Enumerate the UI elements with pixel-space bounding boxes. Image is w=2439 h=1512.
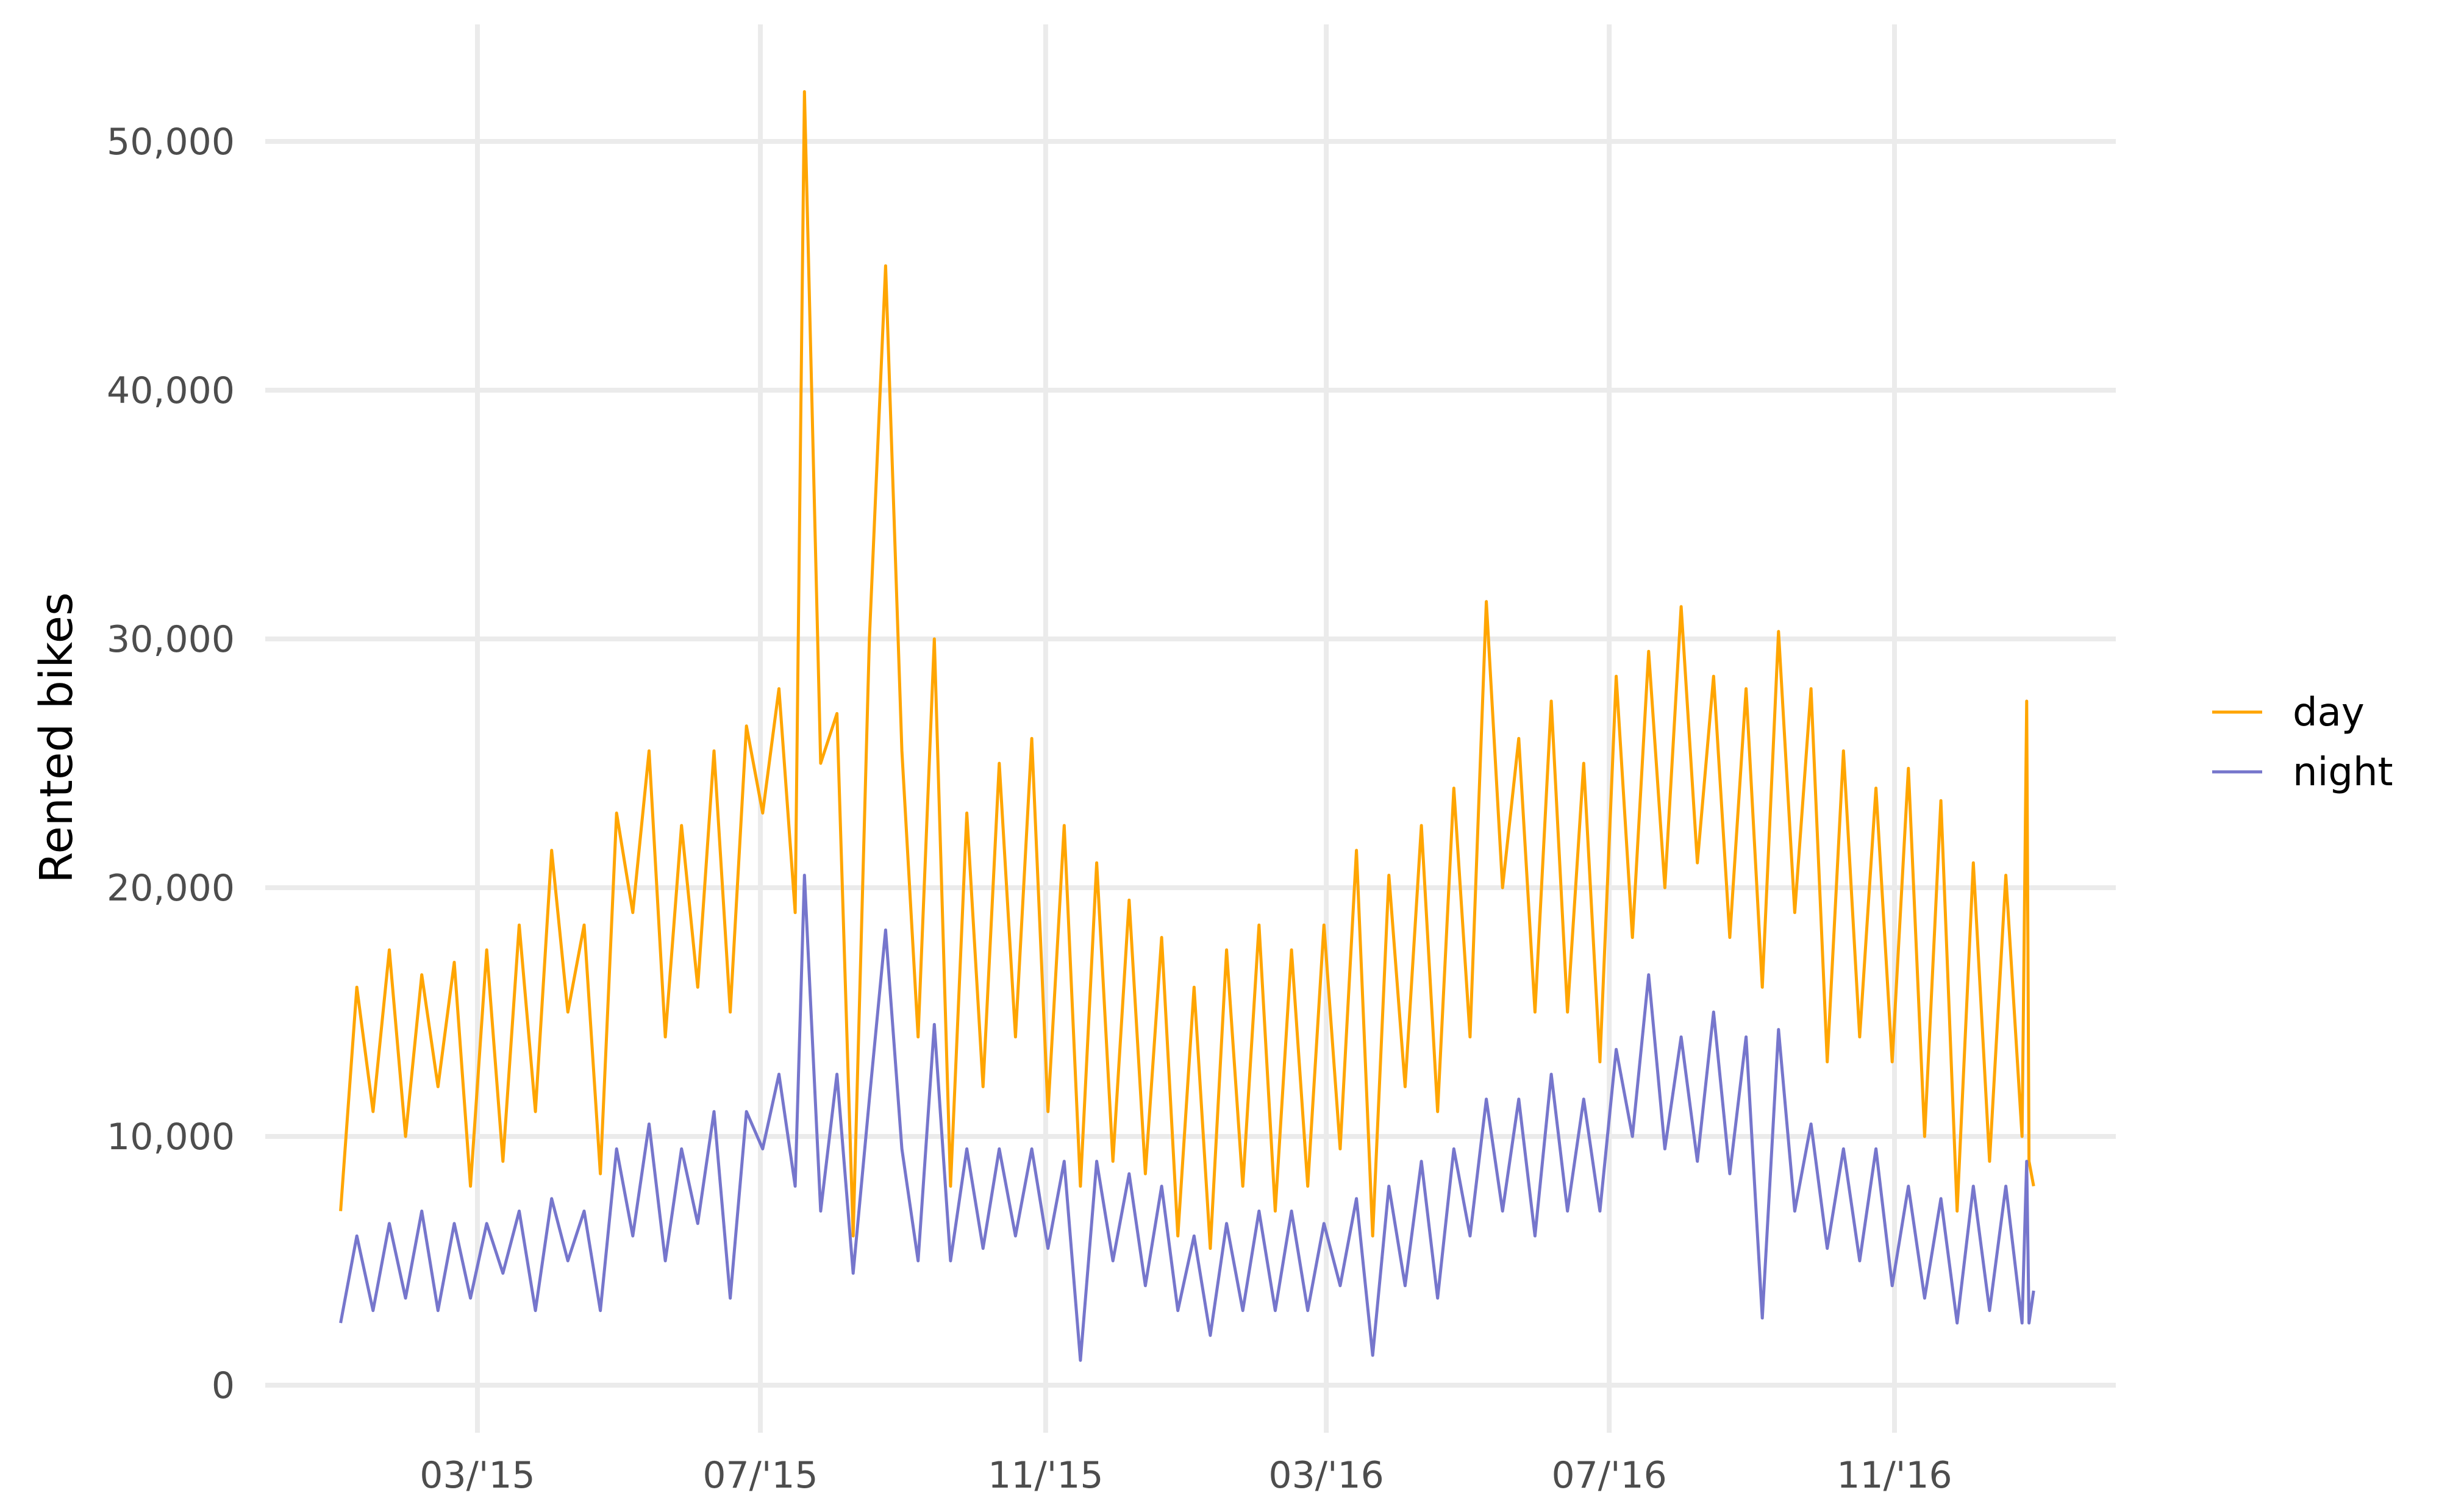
series-line-day bbox=[339, 90, 2035, 1250]
y-tick-label-0: 0 bbox=[212, 1364, 235, 1407]
x-gridlines bbox=[475, 24, 1897, 1433]
y-tick-label-1: 10,000 bbox=[107, 1116, 235, 1158]
y-axis-title: Rented bikes bbox=[30, 592, 83, 883]
y-tick-labels: 0 10,000 20,000 30,000 40,000 50,000 bbox=[107, 121, 235, 1407]
x-tick-label-0: 03/'15 bbox=[420, 1454, 535, 1497]
x-tick-label-4: 07/'16 bbox=[1551, 1454, 1666, 1497]
y-tick-label-2: 20,000 bbox=[107, 867, 235, 910]
legend: day night bbox=[2212, 690, 2393, 795]
y-tick-label-3: 30,000 bbox=[107, 618, 235, 661]
legend-label-day: day bbox=[2293, 690, 2365, 735]
series-layer bbox=[339, 90, 2035, 1362]
x-tick-labels: 03/'15 07/'15 11/'15 03/'16 07/'16 11/'16 bbox=[420, 1454, 1952, 1497]
y-tick-label-5: 50,000 bbox=[107, 121, 235, 163]
x-tick-label-5: 11/'16 bbox=[1837, 1454, 1952, 1497]
legend-label-night: night bbox=[2293, 750, 2393, 795]
x-tick-label-2: 11/'15 bbox=[988, 1454, 1103, 1497]
series-line-night bbox=[339, 874, 2035, 1362]
y-tick-label-4: 40,000 bbox=[107, 369, 235, 412]
x-tick-label-1: 07/'15 bbox=[702, 1454, 818, 1497]
x-tick-label-3: 03/'16 bbox=[1268, 1454, 1384, 1497]
y-gridlines bbox=[265, 139, 2116, 1388]
